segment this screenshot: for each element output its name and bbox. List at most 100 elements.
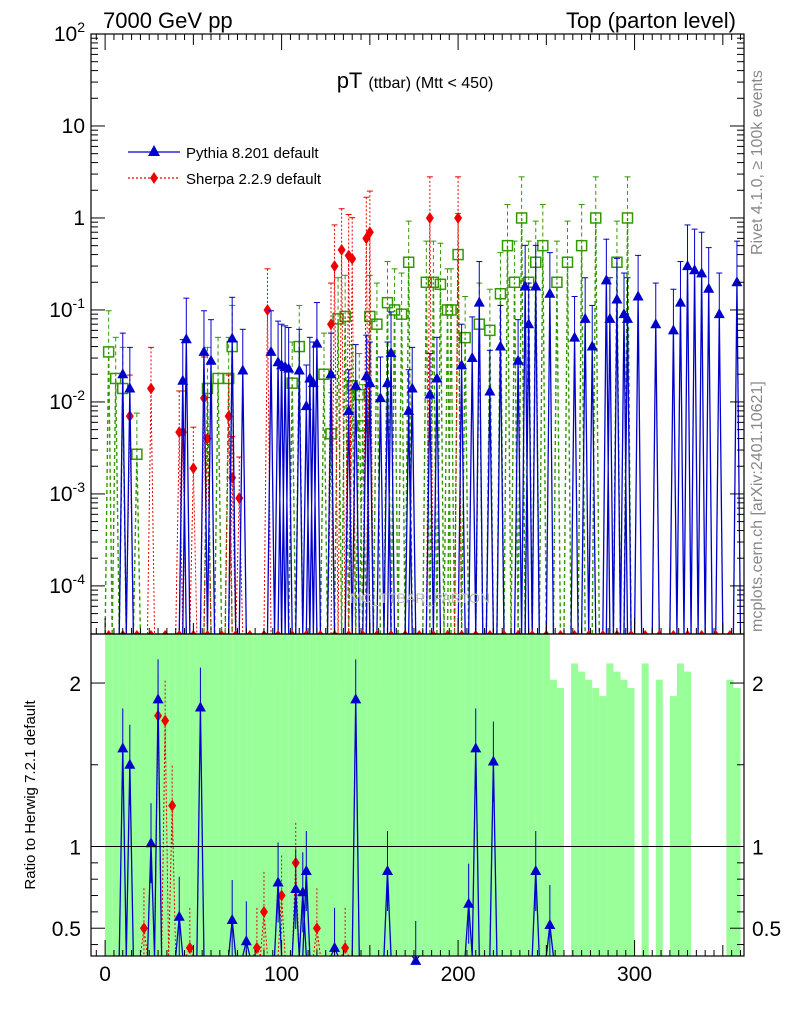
pythia-point (265, 345, 277, 356)
band-inner (147, 634, 155, 956)
band-inner (274, 634, 282, 956)
pythia-point (403, 404, 415, 415)
sherpa-zero-marker (698, 630, 705, 634)
pythia-point (307, 377, 319, 388)
pythia-point (689, 264, 701, 275)
pythia-point (456, 359, 468, 370)
pythia-ratio-point (226, 914, 238, 925)
sherpa-zero-marker (458, 630, 465, 634)
band-inner (323, 634, 332, 956)
sherpa-point (189, 462, 198, 475)
pythia-point (325, 368, 337, 379)
band-inner (352, 634, 360, 956)
sherpa-zero-marker (416, 630, 423, 634)
sherpa-point (263, 303, 272, 316)
band-inner (726, 679, 734, 956)
herwig-point (427, 276, 440, 289)
band-inner (458, 634, 466, 956)
pythia-point (180, 333, 192, 344)
pythia-point (622, 312, 634, 323)
band-inner (203, 634, 212, 956)
plot-title-sub: (ttbar) (Mtt < 450) (368, 75, 493, 92)
pythia-point (381, 377, 393, 388)
ratio-ytick-label: 1 (69, 836, 81, 859)
pythia-point (424, 388, 436, 399)
ratio-plot-series (117, 659, 556, 965)
legend-pythia: Pythia 8.201 default (128, 145, 319, 162)
sherpa-ratio-point (168, 799, 177, 812)
pythia-ratio-point (145, 837, 157, 848)
pythia-line (118, 266, 742, 635)
pythia-point (632, 290, 644, 301)
band-inner (140, 634, 148, 956)
pythia-point (519, 280, 531, 291)
band-inner (620, 679, 628, 956)
pythia-point (523, 318, 535, 329)
band-inner (309, 634, 317, 956)
band-inner (641, 663, 649, 956)
pythia-point (682, 260, 694, 271)
herwig-point (459, 331, 471, 344)
pythia-point (696, 267, 708, 278)
band-inner (549, 679, 557, 956)
sherpa-point (425, 211, 434, 224)
pythia-point (473, 296, 485, 307)
pythia-ratio-point (350, 693, 362, 704)
pythia-ratio-point (487, 755, 499, 766)
band-inner (161, 634, 169, 956)
pythia-point (494, 340, 506, 351)
sherpa-zero-marker (317, 630, 324, 634)
pythia-point (569, 331, 581, 342)
sherpa-point (348, 252, 357, 265)
pythia-point (293, 364, 305, 375)
pythia-ratio-point (152, 693, 164, 704)
sherpa-ratio-point (185, 941, 194, 954)
pythia-point (703, 282, 715, 293)
xtick-label: 300 (617, 963, 652, 986)
ratio-ytick-label: 0.5 (52, 918, 81, 941)
pythia-ratio-point (297, 886, 309, 897)
band-inner (683, 671, 692, 956)
sherpa-ratio-point (312, 922, 321, 935)
band-inner (627, 687, 635, 956)
band-inner (182, 634, 190, 956)
ratio-ylabel: Ratio to Herwig 7.2.1 default (22, 700, 39, 890)
band-inner (429, 634, 437, 956)
pythia-point (385, 347, 397, 358)
band-inner (571, 663, 579, 956)
band-inner (105, 634, 113, 956)
band-inner (295, 634, 303, 956)
sherpa-point (454, 211, 463, 224)
herwig-point (508, 276, 521, 289)
pythia-ratio-point (272, 876, 284, 887)
herwig-point (332, 313, 344, 325)
legend-sherpa: Sherpa 2.2.9 default (128, 171, 322, 188)
sherpa-zero-marker (529, 630, 536, 634)
band-inner (669, 696, 677, 956)
herwig-point (402, 256, 415, 269)
sherpa-point (337, 243, 346, 256)
herwig-point (102, 346, 115, 358)
legend-pythia-label: Pythia 8.201 default (186, 145, 319, 162)
band-inner (225, 634, 233, 956)
herwig-point (434, 278, 447, 291)
herwig-point (325, 428, 337, 440)
pythia-point (674, 296, 686, 307)
main-ytick-label: 10-2 (49, 387, 85, 414)
band-inner (422, 634, 430, 956)
herwig-point (501, 239, 514, 252)
herwig-point (109, 372, 122, 385)
sherpa-zero-marker (246, 630, 253, 634)
legend: Pythia 8.201 default Sherpa 2.2.9 defaul… (128, 145, 322, 188)
pythia-ratio-point (124, 758, 136, 769)
band-inner (119, 634, 127, 956)
pythia-ratio-point (329, 941, 341, 952)
legend-sherpa-label: Sherpa 2.2.9 default (186, 171, 322, 188)
herwig-point (494, 288, 507, 300)
band-inner (133, 634, 141, 956)
band-inner (359, 634, 367, 956)
pythia-point (237, 364, 249, 375)
pythia-point (350, 379, 362, 390)
sherpa-ratio-point (277, 889, 286, 902)
band-inner (542, 634, 550, 956)
